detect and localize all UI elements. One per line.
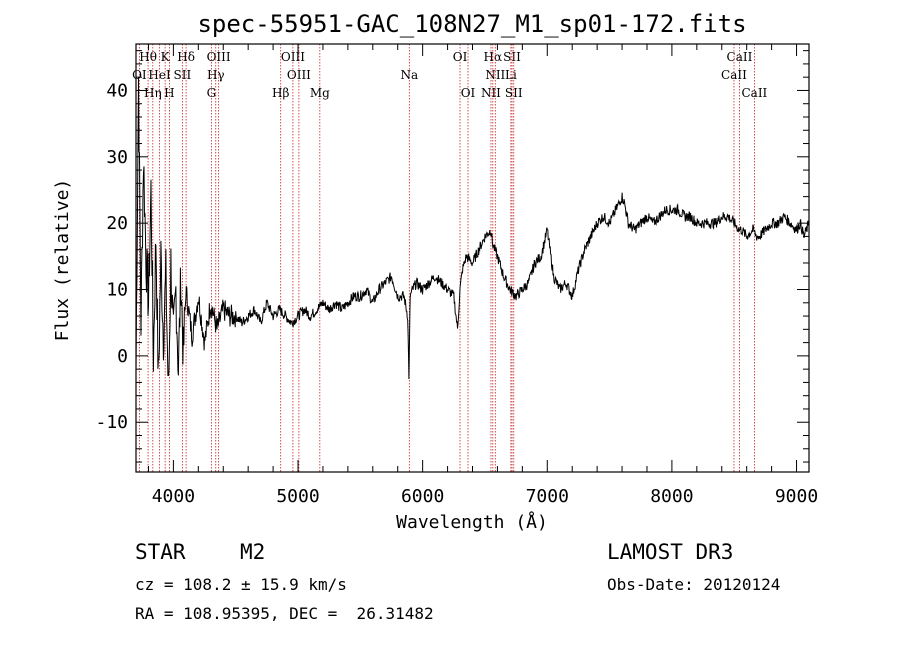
y-tick-label: 20	[106, 213, 128, 234]
spectral-line-label: K	[161, 50, 171, 64]
spectral-line-label: CaII	[741, 86, 767, 100]
object-class: STAR	[135, 540, 186, 564]
y-tick-label: 30	[106, 147, 128, 168]
spectral-line-label: SII	[503, 50, 521, 64]
y-tick-label: 0	[117, 346, 128, 367]
x-tick-label: 9000	[775, 486, 818, 507]
spectral-line-label: CaII	[727, 50, 753, 64]
spectrum-series	[135, 76, 810, 380]
spectral-line-label: Hα	[484, 50, 503, 64]
spectral-line-label: HeI	[148, 68, 171, 82]
plot-frame	[135, 43, 810, 473]
spectral-line-label: G	[207, 86, 217, 100]
spectral-line-label: Hβ	[272, 86, 289, 100]
spectral-line-label: SII	[174, 68, 192, 82]
spectral-line-label: OI	[461, 86, 476, 100]
y-tick-label: -10	[95, 412, 128, 433]
x-tick-label: 4000	[152, 486, 195, 507]
spectral-line-label: NII	[485, 68, 505, 82]
x-tick-label: 7000	[526, 486, 569, 507]
x-tick-label: 5000	[276, 486, 319, 507]
spectrum-line	[135, 76, 810, 380]
spectral-line-label: CaII	[721, 68, 747, 82]
spectral-line-label: NII	[481, 86, 501, 100]
spectral-line-label: OIII	[281, 50, 305, 64]
x-tick-label: 8000	[650, 486, 693, 507]
spectral-line-label: SII	[505, 86, 523, 100]
y-tick-label: 40	[106, 80, 128, 101]
spectral-line-label: OI	[132, 68, 147, 82]
object-subclass: M2	[240, 540, 266, 564]
spectral-line-label: Mg	[310, 86, 330, 100]
spectral-line-label: Li	[505, 68, 517, 82]
spectral-line-label: Hδ	[177, 50, 195, 64]
observation-date: Obs-Date: 20120124	[607, 575, 781, 594]
y-axis-label: Flux (relative)	[52, 179, 73, 342]
spectral-line-label: Hη	[144, 86, 162, 100]
x-tick-label: 6000	[401, 486, 444, 507]
y-tick-label: 10	[106, 280, 128, 301]
spectral-line-label: OI	[453, 50, 468, 64]
spectral-line-label: Hγ	[207, 68, 225, 82]
spectral-line-label: Hθ	[139, 50, 157, 64]
survey-name: LAMOST DR3	[607, 540, 734, 564]
axis-ticks: 4000 5000 6000 7000 8000 9000 -10 0 10 20 30 40	[95, 44, 818, 507]
spectral-line-label: H	[164, 86, 174, 100]
chart-title: spec-55951-GAC_108N27_M1_sp01-172.fits	[197, 10, 746, 38]
spectral-line-label: Na	[400, 68, 418, 82]
redshift-velocity: cz = 108.2 ± 15.9 km/s	[135, 575, 347, 594]
coordinates: RA = 108.95395, DEC = 26.31482	[135, 604, 434, 623]
x-axis-label: Wavelength (Å)	[396, 511, 548, 533]
spectral-line-label: OIII	[287, 68, 311, 82]
spectral-line-label: OIII	[207, 50, 231, 64]
